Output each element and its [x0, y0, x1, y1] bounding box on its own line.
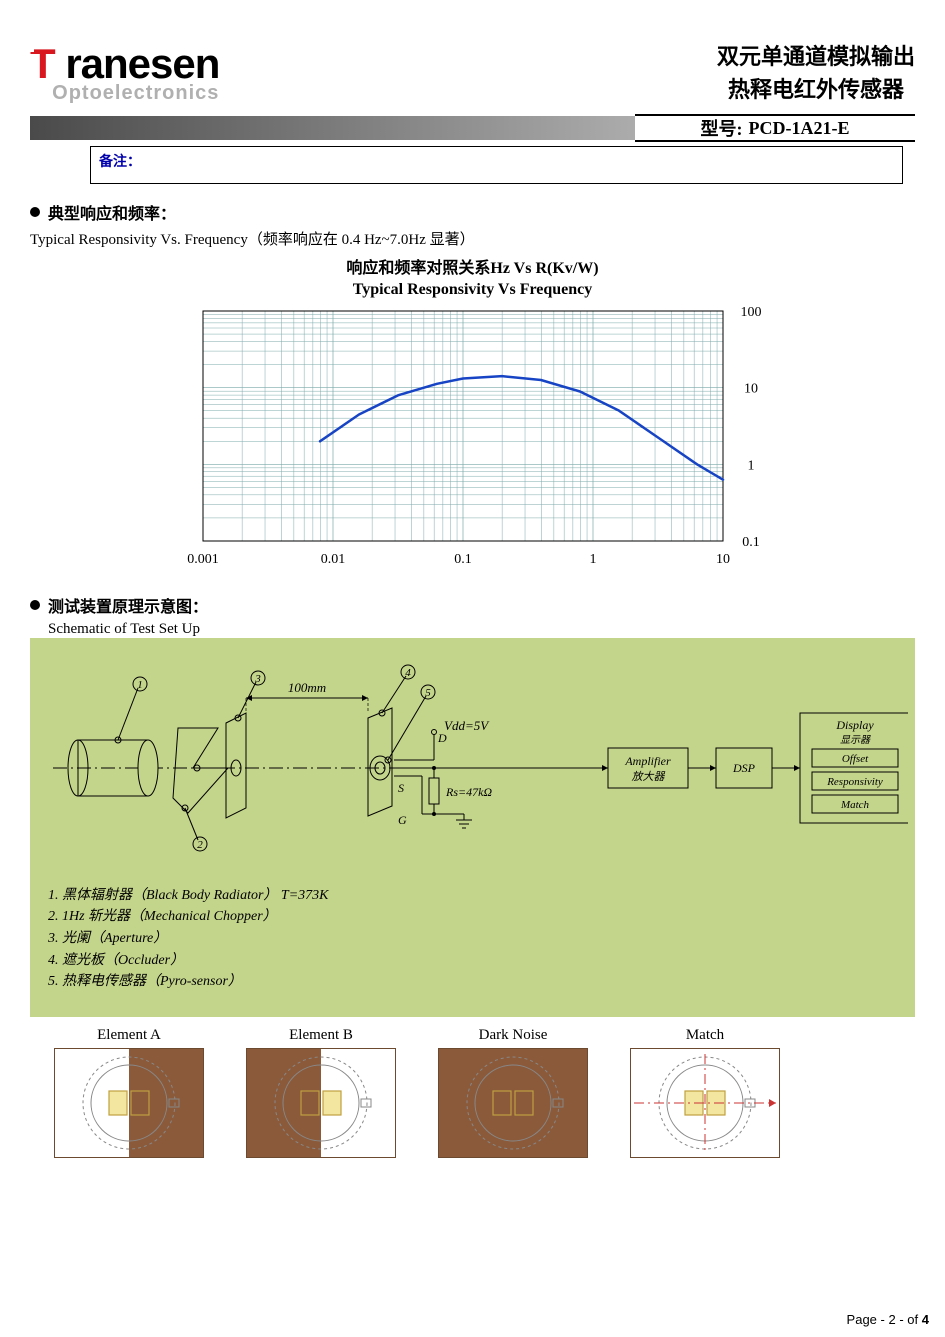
- legend-item-5: 5. 热释电传感器（Pyro-sensor）: [48, 971, 897, 993]
- svg-text:Amplifier: Amplifier: [624, 754, 671, 768]
- svg-text:Offset: Offset: [842, 753, 869, 765]
- logo: T ranesen Optoelectronics: [30, 40, 219, 105]
- svg-text:1: 1: [137, 679, 143, 691]
- model-value: PCD-1A21-E: [749, 118, 850, 139]
- section2-subtitle: Schematic of Test Set Up: [48, 621, 915, 638]
- chart-svg: 0.001 0.01 0.1 1 10 0.1 1 10 100: [153, 301, 793, 581]
- schematic-svg: 1 2 3 100mm 4 5 D S G Vdd=5V Rs=47kΩ Amplifier 放大器 DS…: [48, 658, 908, 858]
- legend-item-4: 4. 遮光板（Occluder）: [48, 950, 897, 972]
- svg-text:10: 10: [744, 381, 758, 396]
- section1-subtitle: Typical Responsivity Vs. Frequency（频率响应在…: [30, 228, 915, 249]
- legend-item-1: 1. 黑体辐射器（Black Body Radiator） T=373K: [48, 885, 897, 907]
- header-divider: 型号: PCD-1A21-E: [30, 114, 915, 142]
- svg-text:2: 2: [197, 839, 203, 851]
- tile-match: Match: [630, 1027, 780, 1158]
- section-responsivity: 典型响应和频率： Typical Responsivity Vs. Freque…: [30, 200, 915, 581]
- svg-text:Match: Match: [840, 799, 870, 811]
- legend-item-3: 3. 光阑（Aperture）: [48, 928, 897, 950]
- section1-heading: 典型响应和频率：: [48, 200, 176, 224]
- logo-rest: ranesen: [65, 40, 219, 87]
- svg-text:G: G: [398, 813, 407, 827]
- svg-text:Rs=47kΩ: Rs=47kΩ: [445, 785, 492, 799]
- logo-wordmark: T ranesen: [30, 40, 219, 88]
- bullet-icon: [30, 207, 40, 217]
- tile-label-a: Element A: [54, 1027, 204, 1044]
- legend-item-2: 2. 1Hz 斩光器（Mechanical Chopper）: [48, 906, 897, 928]
- footer-total: 4: [922, 1312, 929, 1327]
- svg-text:0.1: 0.1: [742, 535, 760, 550]
- chart-title-cn: 响应和频率对照关系Hz Vs R(Kv/W): [153, 259, 793, 280]
- section2-heading: 测试装置原理示意图：: [48, 593, 208, 617]
- svg-text:5: 5: [425, 687, 431, 699]
- chart-title-en: Typical Responsivity Vs Frequency: [153, 280, 793, 301]
- title-line-1: 双元单通道模拟输出: [717, 40, 915, 73]
- section-schematic: 测试装置原理示意图： Schematic of Test Set Up 1231…: [30, 593, 915, 1158]
- model-label: 型号:: [701, 115, 743, 141]
- svg-text:1: 1: [747, 458, 754, 473]
- svg-text:S: S: [398, 781, 404, 795]
- footer-prefix: Page -: [847, 1312, 885, 1327]
- title-line-2: 热释电红外传感器: [717, 73, 915, 106]
- svg-text:Responsivity: Responsivity: [826, 776, 883, 788]
- svg-text:4: 4: [405, 667, 411, 679]
- remark-box: 备注：: [90, 146, 903, 184]
- svg-text:显示器: 显示器: [840, 735, 871, 746]
- tile-label-match: Match: [630, 1027, 780, 1044]
- svg-text:1: 1: [589, 552, 596, 567]
- footer-page: 2: [888, 1312, 895, 1327]
- svg-text:DSP: DSP: [732, 761, 756, 775]
- page-footer: Page - 2 - of 4: [847, 1312, 929, 1327]
- tile-element-a: Element A: [54, 1027, 204, 1158]
- model-box: 型号: PCD-1A21-E: [635, 114, 915, 142]
- svg-text:0.01: 0.01: [320, 552, 345, 567]
- schematic-panel: 1 2 3 100mm 4 5 D S G Vdd=5V Rs=47kΩ Amplifier 放大器 DS…: [30, 638, 915, 1017]
- schematic-legend: 1. 黑体辐射器（Black Body Radiator） T=373K 2. …: [48, 885, 897, 993]
- page-title: 双元单通道模拟输出 热释电红外传感器: [717, 40, 915, 106]
- svg-text:0.1: 0.1: [454, 552, 472, 567]
- svg-text:放大器: 放大器: [632, 770, 666, 783]
- svg-text:D: D: [437, 731, 447, 745]
- footer-mid: - of: [899, 1312, 918, 1327]
- element-tiles: Element A Element B Dark Noise Match: [30, 1027, 915, 1158]
- responsivity-chart: 响应和频率对照关系Hz Vs R(Kv/W) Typical Responsiv…: [153, 259, 793, 581]
- svg-text:Vdd=5V: Vdd=5V: [444, 718, 490, 733]
- bullet-icon: [30, 600, 40, 610]
- tile-element-b: Element B: [246, 1027, 396, 1158]
- tile-dark-noise: Dark Noise: [438, 1027, 588, 1158]
- svg-text:100: 100: [740, 305, 761, 320]
- tile-label-b: Element B: [246, 1027, 396, 1044]
- svg-text:100mm: 100mm: [288, 680, 326, 695]
- svg-text:Display: Display: [835, 718, 874, 732]
- svg-text:3: 3: [254, 673, 261, 685]
- svg-text:10: 10: [716, 552, 730, 567]
- tile-label-dark: Dark Noise: [438, 1027, 588, 1044]
- svg-text:0.001: 0.001: [187, 552, 219, 567]
- remark-label: 备注：: [99, 155, 141, 170]
